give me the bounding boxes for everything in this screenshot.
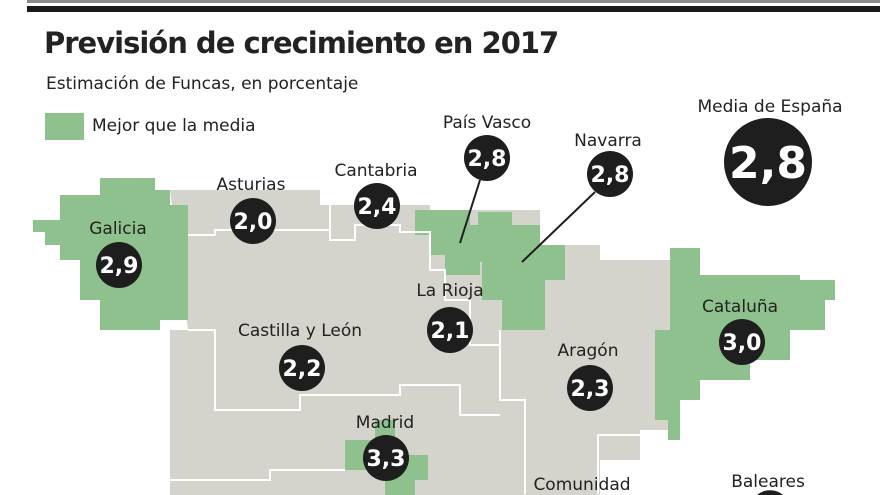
leader-pais-vasco xyxy=(459,179,481,244)
value-badge xyxy=(354,183,400,229)
region-asturias-label: Asturias 2,0 xyxy=(217,175,286,244)
region-value: 2,8 xyxy=(468,147,507,172)
region-name: Navarra xyxy=(574,131,642,151)
value-badge xyxy=(719,319,765,365)
region-name: Castilla y León xyxy=(238,321,362,341)
region-value: 2,9 xyxy=(100,254,139,279)
region-value: 2,4 xyxy=(358,195,397,220)
region-name: Cataluña xyxy=(702,297,778,317)
region-value: 2,3 xyxy=(571,377,610,402)
top-rule-grey xyxy=(27,0,880,3)
border-aragon-east xyxy=(597,434,640,494)
region-name: Aragón xyxy=(557,341,618,361)
region-name: Cantabria xyxy=(334,161,417,181)
map-regions xyxy=(33,178,835,495)
region-name: Baleares xyxy=(731,472,805,492)
region-pais-vasco-label: País Vasco 2,8 xyxy=(443,113,531,181)
value-badge xyxy=(279,345,325,391)
region-name: La Rioja xyxy=(416,281,483,301)
top-rule-black xyxy=(27,6,880,12)
region-value: 2,0 xyxy=(234,210,273,235)
region-value: 2,1 xyxy=(431,319,470,344)
region-name: Asturias xyxy=(217,175,286,195)
value-badge xyxy=(757,490,783,495)
value-badge xyxy=(587,151,633,197)
region-galicia-label: Galicia 2,9 xyxy=(89,219,147,288)
region-aragon-label: Aragón 2,3 xyxy=(557,341,619,411)
border-castilla-south xyxy=(188,329,500,416)
border-madrid-south xyxy=(170,469,345,481)
region-name: Galicia xyxy=(89,219,147,239)
national-value: 2,8 xyxy=(729,138,807,189)
value-badge xyxy=(567,365,613,411)
legend-swatch xyxy=(45,113,84,140)
region-cataluna-label: Cataluña 3,0 xyxy=(702,297,778,365)
region-value: 3,0 xyxy=(723,331,762,356)
national-badge xyxy=(724,118,812,206)
value-badge xyxy=(363,435,409,481)
region-value: 2,2 xyxy=(283,357,322,382)
leader-navarra xyxy=(521,191,596,263)
region-value: 3,3 xyxy=(367,447,406,472)
chart-subtitle: Estimación de Funcas, en porcentaje xyxy=(46,74,359,94)
border-aragon-west xyxy=(499,330,526,494)
national-label: Media de España xyxy=(697,97,842,117)
region-navarra-label: Navarra 2,8 xyxy=(574,131,642,197)
value-badge xyxy=(230,198,276,244)
region-la-rioja-label: La Rioja 2,1 xyxy=(416,281,484,353)
region-baleares-label: Baleares xyxy=(731,472,805,495)
region-comunidad-label: Comunidad xyxy=(533,475,630,495)
region-cantabria-label: Cantabria 2,4 xyxy=(334,161,418,229)
region-madrid-label: Madrid 3,3 xyxy=(356,413,414,481)
value-badge xyxy=(96,242,142,288)
national-average: Media de España 2,8 xyxy=(697,97,843,206)
chart-title: Previsión de crecimiento en 2017 xyxy=(44,26,559,60)
region-name: Madrid xyxy=(356,413,414,433)
legend-label: Mejor que la media xyxy=(92,116,256,136)
value-badge xyxy=(427,307,473,353)
border-asturias xyxy=(188,224,415,241)
region-castilla-leon-label: Castilla y León 2,2 xyxy=(238,321,362,391)
region-borders xyxy=(170,205,640,494)
region-value: 2,8 xyxy=(591,163,630,188)
region-name: Comunidad xyxy=(533,475,630,495)
value-badge xyxy=(464,135,510,181)
region-navarra xyxy=(470,212,565,330)
region-name: País Vasco xyxy=(443,113,531,133)
